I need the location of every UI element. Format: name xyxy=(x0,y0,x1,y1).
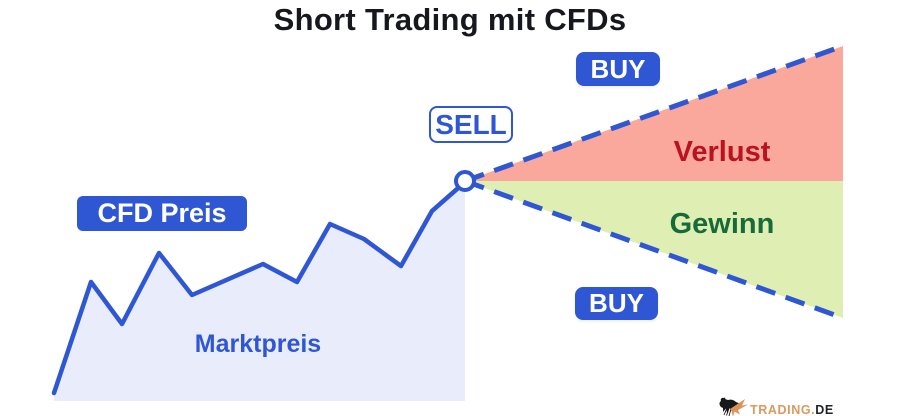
svg-text:TRADING.DE: TRADING.DE xyxy=(750,403,834,416)
svg-text:Gewinn: Gewinn xyxy=(670,208,775,240)
svg-text:Verlust: Verlust xyxy=(674,136,771,168)
